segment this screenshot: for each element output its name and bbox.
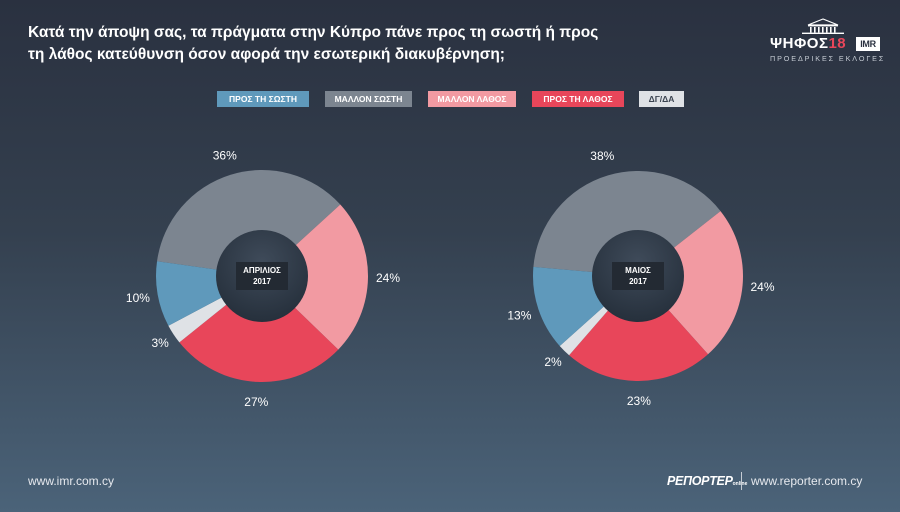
logo-word: ΨΗΦΟΣ [770, 35, 829, 52]
center-label-month-april: ΑΠΡΙΛΙΟΣ [243, 266, 281, 275]
center-label-april: ΑΠΡΙΛΙΟΣ 2017 [236, 262, 288, 290]
slice-rather-right-may [533, 170, 721, 276]
legend-item-rather-wrong: ΜΑΛΛΟΝ ΛΑΘΟΣ [428, 91, 516, 107]
value-label-right-april: 10% [126, 291, 150, 305]
footer-divider [741, 472, 742, 490]
value-label-wrong-may: 23% [627, 394, 651, 408]
slice-wrong-may [569, 276, 708, 381]
value-label-rather-wrong-may: 24% [751, 280, 775, 294]
chart-legend: ΠΡΟΣ ΤΗ ΣΩΣΤΗ ΜΑΛΛΟΝ ΣΩΣΤΗ ΜΑΛΛΟΝ ΛΑΘΟΣ … [0, 91, 900, 107]
logo-subtitle: ΠΡΟΕΔΡΙΚΕΣ ΕΚΛΟΓΕΣ [770, 54, 886, 63]
legend-label-rather-wrong: ΜΑΛΛΟΝ ΛΑΘΟΣ [437, 94, 507, 104]
center-label-box-may [612, 262, 664, 290]
legend-label-wrong: ΠΡΟΣ ΤΗ ΛΑΘΟΣ [543, 94, 613, 104]
donut-chart-april: 36% 24% 27% 3% 10% ΑΠΡΙΛΙΟΣ 2017 [126, 149, 400, 409]
logo-wordmark: ΨΗΦΟΣ18 [770, 35, 846, 53]
center-label-year-april: 2017 [253, 277, 271, 286]
legend-item-dk: ΔΓ/ΔΑ [639, 91, 684, 107]
legend-item-right: ΠΡΟΣ ΤΗ ΣΩΣΤΗ [217, 91, 309, 107]
value-label-rather-wrong-april: 24% [376, 271, 400, 285]
value-label-rather-right-may: 38% [590, 149, 614, 163]
center-label-month-may: ΜΑΙΟΣ [625, 266, 651, 275]
imr-badge: IMR [856, 37, 880, 51]
center-label-box-april [236, 262, 288, 290]
parliament-building-icon [802, 18, 844, 34]
value-label-right-may: 13% [507, 308, 531, 322]
reporter-url: www.reporter.com.cy [751, 474, 863, 488]
reporter-logo: ΡΕΠΟΡΤΕΡonline [667, 474, 747, 488]
value-label-dk-may: 2% [544, 355, 562, 369]
imr-url: www.imr.com.cy [28, 474, 115, 488]
legend-label-dk: ΔΓ/ΔΑ [648, 94, 675, 104]
logo-number: 18 [828, 35, 847, 52]
legend-label-rather-right: ΜΑΛΛΟΝ ΣΩΣΤΗ [334, 94, 403, 104]
legend-item-rather-right: ΜΑΛΛΟΝ ΣΩΣΤΗ [325, 91, 412, 107]
chart-title-line-2: τη λάθος κατεύθυνση όσον αφορά την εσωτε… [28, 46, 505, 63]
slice-wrong-april [179, 276, 339, 383]
legend-label-right: ΠΡΟΣ ΤΗ ΣΩΣΤΗ [229, 94, 297, 104]
slice-rather-wrong-april [262, 204, 368, 350]
slice-rather-right-april [157, 169, 341, 276]
value-label-dk-april: 3% [151, 336, 169, 350]
value-label-wrong-april: 27% [244, 395, 268, 409]
slice-rather-wrong-may [638, 211, 743, 355]
value-label-rather-right-april: 36% [213, 149, 237, 163]
legend-item-wrong: ΠΡΟΣ ΤΗ ΛΑΘΟΣ [532, 91, 624, 107]
psifos18-logo: ΨΗΦΟΣ18 IMR ΠΡΟΕΔΡΙΚΕΣ ΕΚΛΟΓΕΣ [770, 18, 886, 64]
reporter-wordmark: ΡΕΠΟΡΤΕΡ [667, 474, 733, 488]
chart-title-line-1: Κατά την άποψη σας, τα πράγματα στην Κύπ… [28, 24, 599, 41]
chart-title: Κατά την άποψη σας, τα πράγματα στην Κύπ… [28, 22, 628, 66]
donut-chart-may: 38% 24% 23% 2% 13% ΜΑΙΟΣ 2017 [507, 149, 774, 408]
reporter-suffix: online [732, 481, 748, 487]
center-label-year-may: 2017 [629, 277, 647, 286]
center-label-may: ΜΑΙΟΣ 2017 [612, 262, 664, 290]
